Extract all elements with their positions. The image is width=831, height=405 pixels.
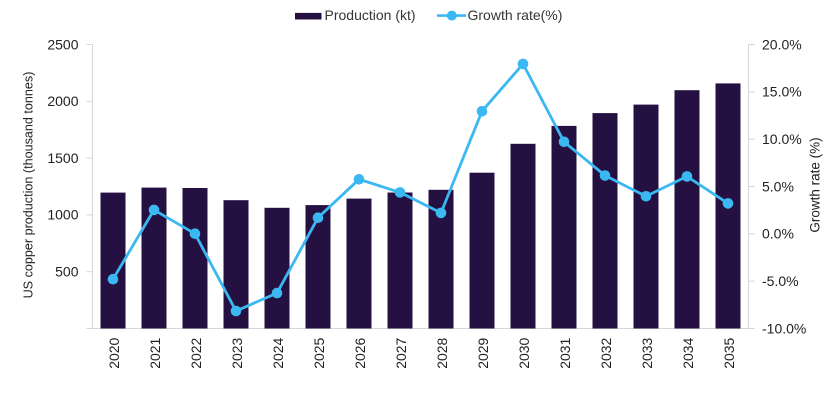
svg-text:2023: 2023 [229, 337, 245, 368]
svg-text:2500: 2500 [47, 36, 78, 52]
svg-text:-10.0%: -10.0% [762, 320, 806, 336]
svg-text:2024: 2024 [270, 337, 286, 368]
svg-text:2035: 2035 [721, 337, 737, 368]
svg-text:Growth rate (%): Growth rate (%) [808, 137, 823, 232]
svg-text:20.0%: 20.0% [762, 36, 802, 52]
svg-text:2033: 2033 [639, 337, 655, 368]
svg-text:1500: 1500 [47, 150, 78, 166]
svg-text:2026: 2026 [352, 337, 368, 368]
svg-text:500: 500 [55, 264, 79, 280]
svg-text:Growth rate(%): Growth rate(%) [468, 7, 563, 23]
svg-text:2032: 2032 [598, 337, 614, 368]
svg-text:1000: 1000 [47, 207, 78, 223]
svg-text:10.0%: 10.0% [762, 131, 802, 147]
svg-text:-5.0%: -5.0% [762, 273, 799, 289]
svg-text:2000: 2000 [47, 93, 78, 109]
svg-text:2029: 2029 [475, 337, 491, 368]
svg-text:5.0%: 5.0% [762, 178, 794, 194]
svg-text:2034: 2034 [680, 337, 696, 368]
svg-text:2031: 2031 [557, 337, 573, 368]
svg-text:2020: 2020 [106, 337, 122, 368]
svg-text:2022: 2022 [188, 337, 204, 368]
svg-text:US copper production (thousand: US copper production (thousand tonnes) [21, 72, 35, 299]
svg-text:2028: 2028 [434, 337, 450, 368]
svg-text:2021: 2021 [147, 337, 163, 368]
svg-text:2030: 2030 [516, 337, 532, 368]
svg-text:15.0%: 15.0% [762, 84, 802, 100]
svg-text:Production (kt): Production (kt) [325, 7, 416, 23]
svg-text:2025: 2025 [311, 337, 327, 368]
svg-text:2027: 2027 [393, 337, 409, 368]
svg-text:0.0%: 0.0% [762, 226, 794, 242]
